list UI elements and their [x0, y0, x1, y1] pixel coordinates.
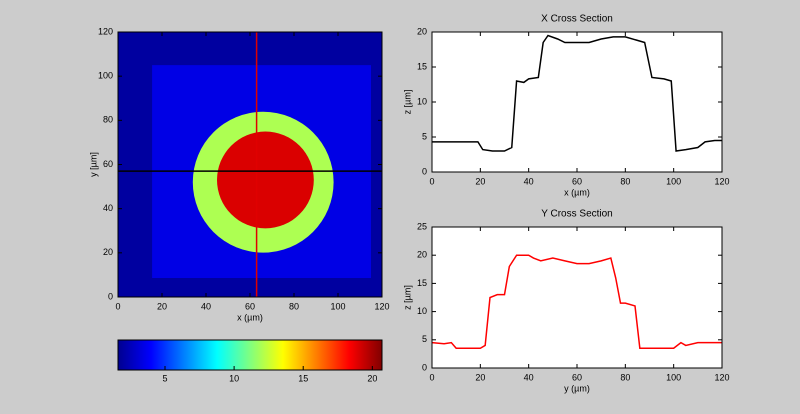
x-tick-label: 40 — [524, 372, 534, 382]
x-tick-label: 20 — [157, 301, 167, 311]
y-tick-label: 0 — [422, 362, 427, 372]
x-tick-label: 20 — [475, 176, 485, 186]
x-tick-label: 0 — [115, 301, 120, 311]
x-tick-label: 40 — [524, 176, 534, 186]
x-tick-label: 100 — [666, 372, 681, 382]
plot-area — [432, 32, 722, 172]
x-axis-label: x (µm) — [564, 187, 590, 197]
line — [432, 34, 722, 152]
x-tick-label: 20 — [475, 372, 485, 382]
x-tick-label: 80 — [620, 372, 630, 382]
y-tick-label: 20 — [417, 26, 427, 36]
y-axis-label: y [µm] — [88, 152, 98, 177]
y-tick-label: 0 — [108, 291, 113, 301]
x-tick-label: 0 — [429, 176, 434, 186]
y-tick-label: 5 — [422, 131, 427, 141]
x-axis-label: y (µm) — [564, 383, 590, 393]
colorbar-tick-label: 5 — [162, 373, 167, 383]
colorbar-tick-label: 10 — [229, 373, 239, 383]
y-tick-label: 25 — [417, 221, 427, 231]
y-tick-label: 40 — [103, 203, 113, 213]
y-axis-label: z [µm] — [402, 285, 412, 310]
chart-title: Y Cross Section — [541, 209, 613, 220]
plot-area — [432, 227, 722, 368]
y-tick-label: 20 — [103, 247, 113, 257]
chart-title: X Cross Section — [541, 14, 613, 25]
y-tick-label: 80 — [103, 115, 113, 125]
x-tick-label: 60 — [245, 301, 255, 311]
y-tick-label: 60 — [103, 159, 113, 169]
y-tick-label: 10 — [417, 96, 427, 106]
y-tick-label: 20 — [417, 250, 427, 260]
axes-box — [431, 31, 723, 173]
x-tick-label: 60 — [572, 176, 582, 186]
y-tick-label: 10 — [417, 306, 427, 316]
x-tick-label: 80 — [289, 301, 299, 311]
x-tick-label: 120 — [714, 176, 729, 186]
line — [431, 254, 722, 350]
x-tick-label: 40 — [201, 301, 211, 311]
y-tick-label: 100 — [98, 71, 113, 81]
x-tick-label: 100 — [330, 301, 345, 311]
x-tick-label: 80 — [620, 176, 630, 186]
x-tick-label: 0 — [429, 372, 434, 382]
colorbar-tick-label: 20 — [367, 373, 377, 383]
y-tick-label: 15 — [417, 278, 427, 288]
colorbar — [117, 339, 383, 371]
x-tick-label: 120 — [714, 372, 729, 382]
y-tick-label: 15 — [417, 61, 427, 71]
colorbar-tick-label: 15 — [298, 373, 308, 383]
x-tick-label: 60 — [572, 372, 582, 382]
axes-box — [431, 226, 723, 369]
y-tick-label: 0 — [422, 166, 427, 176]
heat-region — [217, 131, 314, 229]
y-axis-label: z [µm] — [402, 90, 412, 115]
x-tick-label: 120 — [374, 301, 389, 311]
axes-box — [117, 31, 383, 298]
x-tick-label: 100 — [666, 176, 681, 186]
heatmap-image — [118, 32, 382, 297]
x-axis-label: x (µm) — [237, 312, 263, 322]
y-tick-label: 120 — [98, 26, 113, 36]
y-tick-label: 5 — [422, 334, 427, 344]
